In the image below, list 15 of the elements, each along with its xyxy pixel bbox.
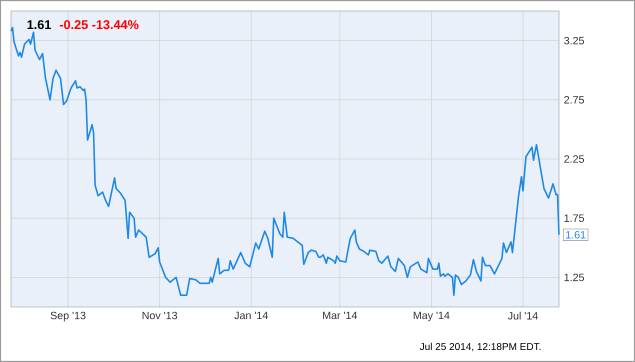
text: -0.25 -13.44% [60,20,139,30]
text: Jul 25 2014, 12:18PM EDT. [420,342,540,352]
y-tick-label: 1.25 [564,274,584,282]
x-tick-label: May '14 [414,312,450,322]
x-tick-label: Jan '14 [234,312,268,320]
y-tick-label: 2.25 [564,155,584,163]
x-tick-label: Sep '13 [50,312,86,322]
y-tick-label: 3.25 [564,36,584,44]
text: 1.61 [27,20,51,30]
annotation: 1.61 [566,231,586,239]
y-tick-label: 2.75 [564,96,584,104]
x-tick-label: Jul '14 [508,312,538,320]
x-tick-label: Nov '13 [142,312,178,320]
x-tick-label: Mar '14 [323,312,358,320]
y-tick-label: 1.75 [564,214,584,222]
